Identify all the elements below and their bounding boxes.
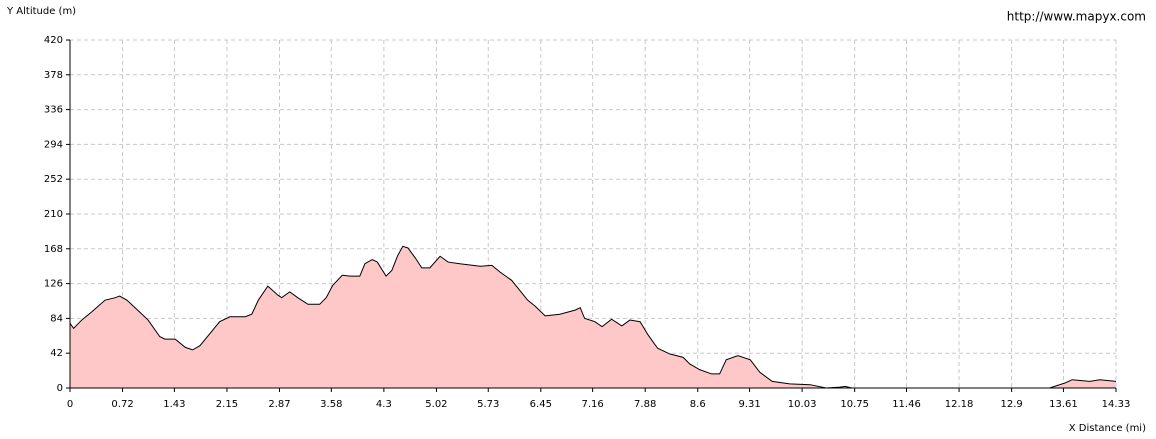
x-tick-label: 2.87 — [268, 399, 290, 410]
x-tick-label: 0 — [67, 399, 73, 410]
y-tick-label: 336 — [44, 105, 63, 116]
y-tick-label: 210 — [44, 209, 63, 220]
x-tick-label: 11.46 — [892, 399, 921, 410]
x-tick-label: 9.31 — [738, 399, 760, 410]
x-tick-label: 3.58 — [320, 399, 342, 410]
x-tick-label: 2.15 — [216, 399, 238, 410]
x-tick-label: 8.6 — [690, 399, 706, 410]
x-tick-label: 12.9 — [1000, 399, 1022, 410]
x-tick-label: 7.16 — [582, 399, 604, 410]
x-tick-label: 6.45 — [530, 399, 552, 410]
y-axis-label: Y Altitude (m) — [6, 6, 76, 17]
y-tick-label: 168 — [44, 244, 63, 255]
x-tick-label: 7.88 — [634, 399, 656, 410]
y-tick-label: 84 — [50, 313, 63, 324]
y-tick-label: 126 — [44, 279, 63, 290]
watermark: http://www.mapyx.com — [1007, 10, 1146, 24]
y-tick-label: 420 — [44, 35, 63, 46]
area — [70, 246, 1116, 388]
x-tick-label: 0.72 — [111, 399, 133, 410]
x-tick-label: 1.43 — [163, 399, 185, 410]
x-tick-label: 5.73 — [477, 399, 499, 410]
x-tick-label: 14.33 — [1102, 399, 1131, 410]
x-tick-label: 10.03 — [788, 399, 817, 410]
y-tick-label: 42 — [50, 348, 63, 359]
x-tick-label: 10.75 — [840, 399, 869, 410]
x-tick-label: 4.3 — [376, 399, 392, 410]
y-tick-label: 0 — [57, 383, 63, 394]
x-tick-label: 13.61 — [1049, 399, 1078, 410]
y-tick-label: 378 — [44, 70, 63, 81]
x-tick-label: 12.18 — [945, 399, 974, 410]
x-tick-label: 5.02 — [425, 399, 447, 410]
line — [69, 245, 1117, 389]
y-tick-label: 252 — [44, 174, 63, 185]
y-tick-label: 294 — [44, 139, 63, 150]
x-axis-label: X Distance (mi) — [1069, 423, 1146, 434]
